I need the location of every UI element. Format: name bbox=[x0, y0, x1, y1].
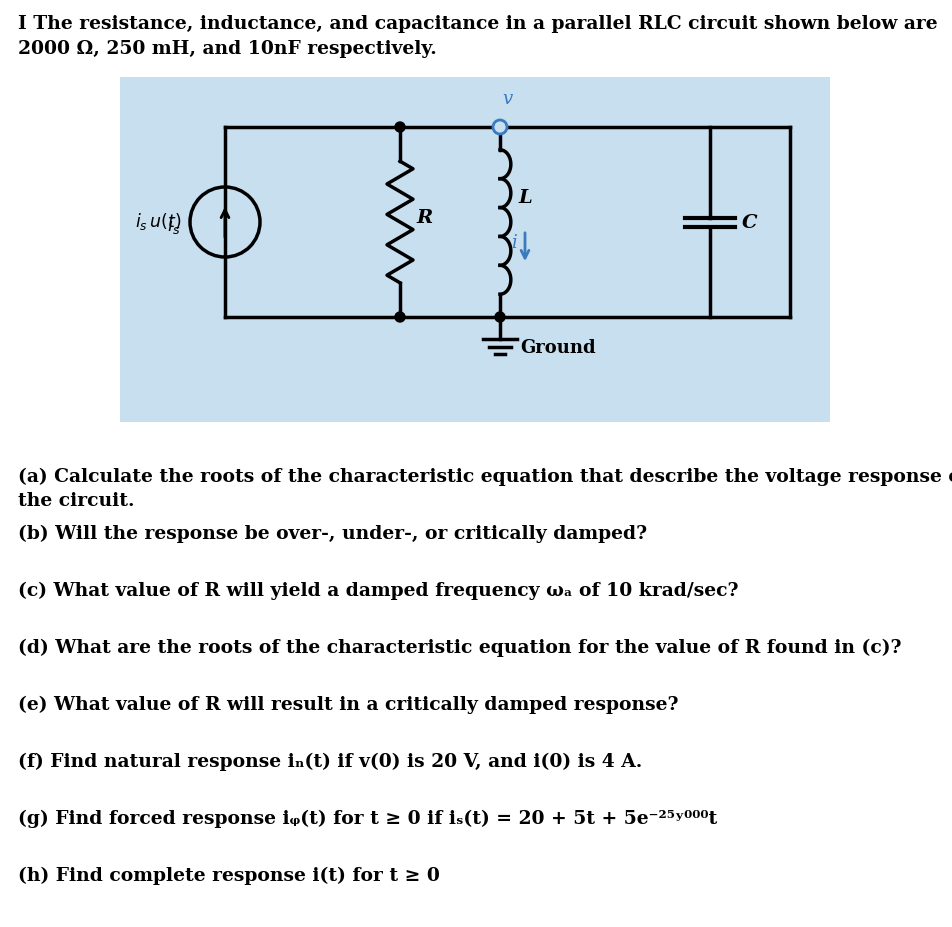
Text: (b) Will the response be over-, under-, or critically damped?: (b) Will the response be over-, under-, … bbox=[18, 525, 646, 542]
Text: (f) Find natural response iₙ(t) if v(0) is 20 V, and i(0) is 4 A.: (f) Find natural response iₙ(t) if v(0) … bbox=[18, 752, 642, 770]
Text: L: L bbox=[518, 189, 531, 207]
Circle shape bbox=[394, 123, 405, 133]
Text: i: i bbox=[510, 234, 516, 252]
Text: v: v bbox=[502, 90, 511, 108]
Text: 2000 Ω, 250 mH, and 10nF respectively.: 2000 Ω, 250 mH, and 10nF respectively. bbox=[18, 40, 436, 57]
FancyBboxPatch shape bbox=[120, 78, 829, 423]
Text: R: R bbox=[416, 209, 432, 227]
Text: $i_s\,u(t)$: $i_s\,u(t)$ bbox=[135, 210, 181, 231]
Circle shape bbox=[494, 123, 505, 133]
Circle shape bbox=[394, 312, 405, 323]
Text: C: C bbox=[742, 214, 757, 232]
Circle shape bbox=[494, 312, 505, 323]
Text: (g) Find forced response iᵩ(t) for t ≥ 0 if iₛ(t) = 20 + 5t + 5e⁻²⁵ʸ⁰⁰⁰t: (g) Find forced response iᵩ(t) for t ≥ 0… bbox=[18, 809, 717, 828]
Text: (c) What value of R will yield a damped frequency ωₐ of 10 krad/sec?: (c) What value of R will yield a damped … bbox=[18, 581, 738, 600]
Circle shape bbox=[492, 121, 506, 134]
Text: (d) What are the roots of the characteristic equation for the value of R found i: (d) What are the roots of the characteri… bbox=[18, 639, 901, 656]
Text: $i_s$: $i_s$ bbox=[167, 215, 180, 236]
Text: (e) What value of R will result in a critically damped response?: (e) What value of R will result in a cri… bbox=[18, 695, 678, 714]
Text: I The resistance, inductance, and capacitance in a parallel RLC circuit shown be: I The resistance, inductance, and capaci… bbox=[18, 15, 937, 33]
Text: Ground: Ground bbox=[520, 338, 595, 357]
Text: (a) Calculate the roots of the characteristic equation that describe the voltage: (a) Calculate the roots of the character… bbox=[18, 467, 952, 509]
Text: (h) Find complete response i(t) for t ≥ 0: (h) Find complete response i(t) for t ≥ … bbox=[18, 866, 440, 884]
